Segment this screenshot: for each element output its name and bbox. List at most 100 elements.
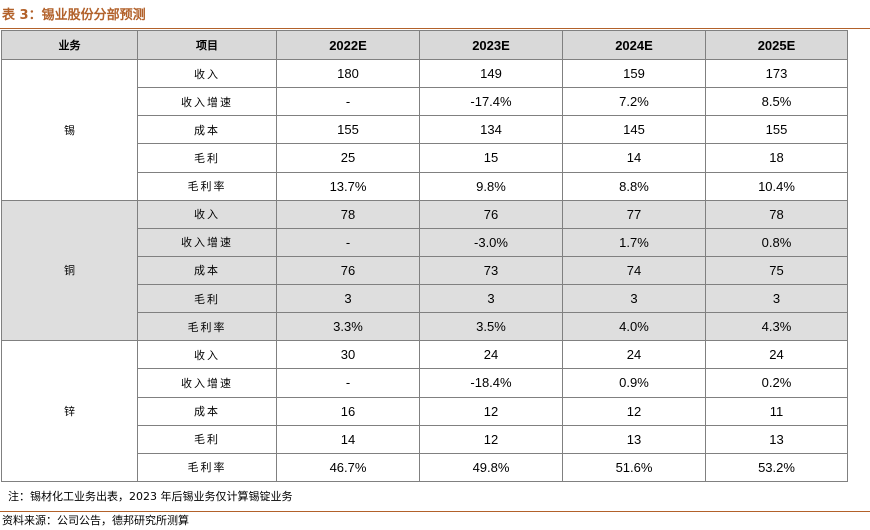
segment-cell: 锡 — [1, 59, 138, 201]
value-cell: 25 — [276, 143, 420, 173]
value-cell: 14 — [276, 424, 420, 454]
value-cell: - — [276, 227, 420, 257]
source-line: 资料来源：公司公告，德邦研究所测算 — [2, 514, 189, 527]
item-cell: 成本 — [137, 255, 277, 286]
value-cell: 49.8% — [419, 452, 563, 483]
value-cell: 75 — [705, 255, 848, 286]
footer-rule — [0, 511, 870, 512]
value-cell: 3.5% — [419, 312, 563, 342]
item-cell: 收入 — [137, 340, 277, 370]
value-cell: 3 — [419, 283, 563, 314]
value-cell: -3.0% — [419, 227, 563, 257]
value-cell: 77 — [562, 199, 706, 229]
value-cell: 76 — [419, 199, 563, 229]
value-cell: 3.3% — [276, 312, 420, 342]
value-cell: 76 — [276, 255, 420, 286]
value-cell: 78 — [705, 199, 848, 229]
table-row: 收入增速 - -3.0% 1.7% 0.8% — [2, 227, 848, 257]
table-row: 锌收入 30 24 24 24 — [1, 340, 848, 482]
segment-cell: 铜 — [1, 199, 138, 342]
table-row: 毛利率 46.7% 49.8% 51.6% 53.2% — [2, 452, 848, 483]
value-cell: 12 — [419, 424, 563, 454]
item-cell: 毛利 — [137, 283, 277, 314]
item-cell: 毛利 — [137, 143, 277, 173]
value-cell: 0.2% — [705, 368, 848, 398]
header-year: 2025E — [705, 30, 848, 60]
value-cell: 10.4% — [705, 171, 848, 201]
table-header-row: 业务 项目 2022E 2023E 2024E 2025E — [1, 30, 848, 60]
value-cell: - — [276, 368, 420, 398]
value-cell: 24 — [705, 340, 848, 370]
table-note: 注：锡材化工业务出表，2023 年后锡业务仅计算锡锭业务 — [8, 490, 293, 503]
value-cell: 8.5% — [705, 87, 848, 117]
table-row: 毛利 3 3 3 3 — [2, 283, 848, 314]
value-cell: 0.8% — [705, 227, 848, 257]
value-cell: 4.0% — [562, 312, 706, 342]
item-cell: 毛利率 — [137, 312, 277, 342]
table-row: 锡收入 180 149 159 173 — [1, 58, 848, 201]
table-row: 成本 76 73 74 75 — [2, 255, 848, 286]
value-cell: 73 — [419, 255, 563, 286]
header-segment: 业务 — [1, 30, 138, 60]
item-cell: 毛利率 — [137, 171, 277, 201]
value-cell: 159 — [562, 58, 706, 89]
value-cell: 15 — [419, 143, 563, 173]
value-cell: 4.3% — [705, 312, 848, 342]
item-cell: 收入 — [137, 58, 277, 89]
value-cell: 173 — [705, 58, 848, 89]
value-cell: 51.6% — [562, 452, 706, 483]
table-row: 毛利率 3.3% 3.5% 4.0% 4.3% — [2, 312, 848, 342]
value-cell: 8.8% — [562, 171, 706, 201]
value-cell: 24 — [419, 340, 563, 370]
value-cell: 46.7% — [276, 452, 420, 483]
value-cell: 30 — [276, 340, 420, 370]
table-body: 锡收入 180 149 159 173 收入增速 - -17.4% 7.2% 8.5% 成本 155 1… — [1, 58, 848, 483]
value-cell: 18 — [705, 143, 848, 173]
title-rule — [0, 28, 870, 29]
value-cell: 14 — [562, 143, 706, 173]
value-cell: 145 — [562, 115, 706, 145]
value-cell: 155 — [705, 115, 848, 145]
value-cell: 1.7% — [562, 227, 706, 257]
table-row: 成本 16 12 12 11 — [2, 396, 848, 426]
table-row: 收入增速 - -18.4% 0.9% 0.2% — [2, 368, 848, 398]
item-cell: 收入 — [137, 199, 277, 229]
table-row: 成本 155 134 145 155 — [2, 115, 848, 145]
value-cell: 74 — [562, 255, 706, 286]
value-cell: -18.4% — [419, 368, 563, 398]
item-cell: 成本 — [137, 396, 277, 426]
value-cell: 155 — [276, 115, 420, 145]
value-cell: 149 — [419, 58, 563, 89]
value-cell: 11 — [705, 396, 848, 426]
segment-cell: 锌 — [1, 340, 138, 482]
table-row: 铜收入 78 76 77 78 — [1, 199, 848, 342]
value-cell: 3 — [562, 283, 706, 314]
value-cell: 13.7% — [276, 171, 420, 201]
value-cell: 180 — [276, 58, 420, 89]
value-cell: 13 — [562, 424, 706, 454]
item-cell: 收入增速 — [137, 368, 277, 398]
value-cell: 9.8% — [419, 171, 563, 201]
value-cell: 13 — [705, 424, 848, 454]
header-year: 2024E — [562, 30, 706, 60]
item-cell: 成本 — [137, 115, 277, 145]
item-cell: 毛利 — [137, 424, 277, 454]
item-cell: 收入增速 — [137, 227, 277, 257]
value-cell: 12 — [562, 396, 706, 426]
item-cell: 毛利率 — [137, 452, 277, 483]
value-cell: 24 — [562, 340, 706, 370]
value-cell: 16 — [276, 396, 420, 426]
value-cell: - — [276, 87, 420, 117]
value-cell: 3 — [276, 283, 420, 314]
value-cell: 3 — [705, 283, 848, 314]
value-cell: -17.4% — [419, 87, 563, 117]
item-cell: 收入增速 — [137, 87, 277, 117]
value-cell: 134 — [419, 115, 563, 145]
header-item: 项目 — [137, 30, 277, 60]
value-cell: 53.2% — [705, 452, 848, 483]
header-year: 2022E — [276, 30, 420, 60]
table-title: 表 3：锡业股份分部预测 — [2, 8, 146, 23]
forecast-table: 业务 项目 2022E 2023E 2024E 2025E 锡收入 180 149 1… — [1, 30, 848, 483]
table-row: 收入增速 - -17.4% 7.2% 8.5% — [2, 87, 848, 117]
table-row: 毛利率 13.7% 9.8% 8.8% 10.4% — [2, 171, 848, 201]
